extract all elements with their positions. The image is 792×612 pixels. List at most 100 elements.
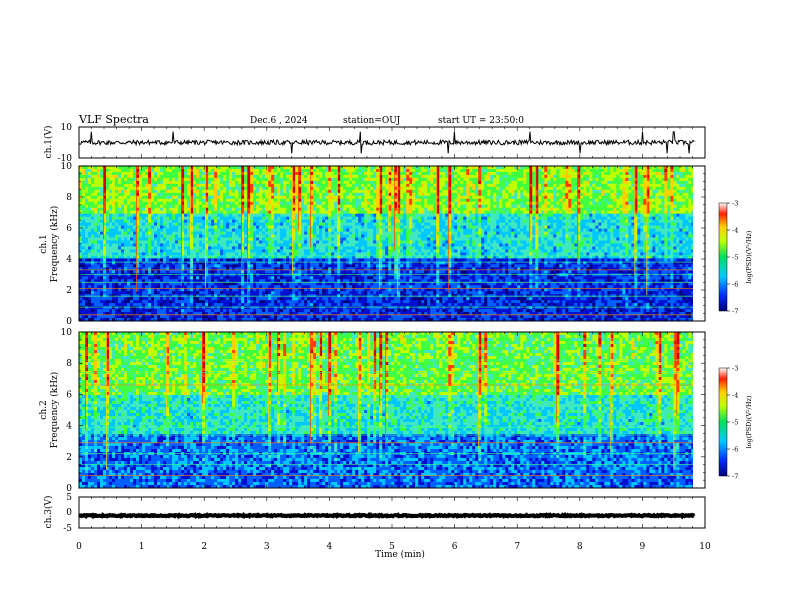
spectrogram-cell [496, 172, 499, 175]
spectrogram-cell [250, 199, 253, 202]
spectrogram-cell [559, 169, 562, 172]
spectrogram-cell [631, 169, 634, 172]
spectrogram-cell [217, 205, 220, 208]
spectrogram-cell [211, 211, 214, 214]
spectrogram-cell [418, 181, 421, 184]
spectrogram-cell [124, 223, 127, 226]
spectrogram-cell [148, 235, 151, 238]
spectrogram-cell [517, 187, 520, 190]
spectrogram-cell [157, 193, 160, 196]
spectrogram-cell [301, 217, 304, 220]
spectrogram-cell [115, 205, 118, 208]
spectrogram-cell [688, 184, 691, 187]
spectrogram-cell [403, 211, 406, 214]
spectrogram-cell [511, 202, 514, 205]
spectrogram-cell [643, 199, 646, 202]
spectrogram-cell [499, 193, 502, 196]
spectrogram-cell [256, 217, 259, 220]
spectrogram-cell [334, 226, 337, 229]
spectrogram-cell [460, 232, 463, 235]
spectrogram-cell [640, 229, 643, 232]
spectrogram-cell [139, 187, 142, 190]
spectrogram-cell [499, 187, 502, 190]
spectrogram-cell [148, 181, 151, 184]
spectrogram-cell [175, 220, 178, 223]
spectrogram-cell [211, 223, 214, 226]
spectrogram-cell [460, 235, 463, 238]
spectrogram-cell [238, 205, 241, 208]
spectrogram-cell [355, 223, 358, 226]
spectrogram-cell [283, 214, 286, 217]
spectrogram-cell [307, 214, 310, 217]
spectrogram-cell [79, 217, 82, 220]
spectrogram-cell [307, 178, 310, 181]
spectrogram-cell [439, 193, 442, 196]
spectrogram-cell [337, 235, 340, 238]
spectrogram-cell [595, 208, 598, 211]
spectrogram-cell [142, 169, 145, 172]
spectrogram-cell [244, 226, 247, 229]
spectrogram-cell [652, 208, 655, 211]
spectrogram-cell [172, 214, 175, 217]
spectrogram-cell [187, 166, 190, 169]
spectrogram-cell [250, 178, 253, 181]
spectrogram-cell [472, 196, 475, 199]
spectrogram-cell [412, 205, 415, 208]
spectrogram-cell [424, 196, 427, 199]
spectrogram-cell [616, 184, 619, 187]
spectrogram-cell [283, 199, 286, 202]
spectrogram-cell [328, 202, 331, 205]
spectrogram-cell [385, 226, 388, 229]
spectrogram-cell [520, 205, 523, 208]
spectrogram-cell [256, 181, 259, 184]
spectrogram-cell [223, 214, 226, 217]
spectrogram-cell [340, 205, 343, 208]
spectrogram-cell [295, 190, 298, 193]
spectrogram-cell [541, 175, 544, 178]
spectrogram-cell [604, 205, 607, 208]
spectrogram-cell [322, 169, 325, 172]
spectrogram-cell [412, 223, 415, 226]
spectrogram-cell [619, 178, 622, 181]
spectrogram-cell [439, 232, 442, 235]
spectrogram-cell [550, 172, 553, 175]
spectrogram-cell [271, 184, 274, 187]
spectrogram-cell [673, 166, 676, 169]
spectrogram-cell [253, 223, 256, 226]
spectrogram-cell [517, 229, 520, 232]
spectrogram-cell [199, 208, 202, 211]
spectrogram-cell [487, 220, 490, 223]
spectrogram-cell [592, 202, 595, 205]
spectrogram-cell [355, 190, 358, 193]
spectrogram-cell [361, 181, 364, 184]
spectrogram-cell [616, 166, 619, 169]
spectrogram-cell [244, 205, 247, 208]
spectrogram-cell [343, 217, 346, 220]
spectrogram-cell [364, 199, 367, 202]
spectrogram-cell [526, 235, 529, 238]
spectrogram-cell [193, 178, 196, 181]
spectrogram-cell [547, 196, 550, 199]
spectrogram-cell [85, 208, 88, 211]
spectrogram-cell [133, 220, 136, 223]
spectrogram-cell [352, 235, 355, 238]
spectrogram-cell [439, 208, 442, 211]
spectrogram-cell [673, 214, 676, 217]
spectrogram-cell [187, 196, 190, 199]
spectrogram-cell [388, 235, 391, 238]
spectrogram-cell [481, 172, 484, 175]
spectrogram-cell [139, 202, 142, 205]
spectrogram-cell [559, 208, 562, 211]
spectrogram-cell [97, 208, 100, 211]
spectrogram-cell [268, 217, 271, 220]
spectrogram-cell [553, 196, 556, 199]
spectrogram-cell [118, 196, 121, 199]
spectrogram-cell [175, 187, 178, 190]
spectrogram-cell [580, 184, 583, 187]
spectrogram-cell [607, 184, 610, 187]
spectrogram-cell [643, 211, 646, 214]
spectrogram-cell [148, 220, 151, 223]
spectrogram-cell [586, 181, 589, 184]
spectrogram-cell [532, 202, 535, 205]
spectrogram-cell [502, 232, 505, 235]
